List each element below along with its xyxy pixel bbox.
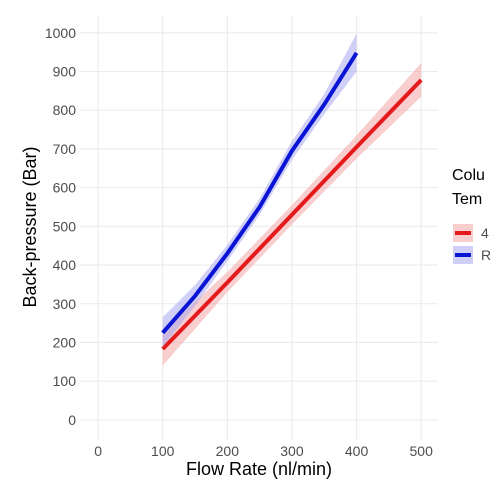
y-tick-label: 800 — [53, 102, 77, 118]
series-line — [161, 51, 359, 335]
y-tick-label: 1000 — [45, 25, 76, 41]
y-tick-label: 700 — [53, 141, 77, 157]
confidence-band — [162, 33, 357, 348]
legend-label: R — [481, 247, 491, 263]
legend-label: 4 — [481, 225, 489, 241]
x-tick-label: 0 — [94, 443, 102, 459]
series-line — [161, 78, 423, 351]
x-tick-label: 100 — [151, 443, 175, 459]
plot-panel — [80, 15, 438, 440]
y-tick-label: 400 — [53, 257, 77, 273]
y-tick-label: 300 — [53, 296, 77, 312]
y-tick-label: 200 — [53, 334, 77, 350]
y-tick-label: 0 — [68, 412, 76, 428]
x-tick-label: 200 — [216, 443, 240, 459]
x-tick-label: 400 — [345, 443, 369, 459]
y-tick-label: 100 — [53, 373, 77, 389]
y-axis-title: Back-pressure (Bar) — [20, 146, 40, 307]
y-tick-label: 500 — [53, 218, 77, 234]
legend-title: Tem — [452, 191, 482, 208]
y-tick-label: 900 — [53, 64, 77, 80]
y-tick-label: 600 — [53, 180, 77, 196]
x-axis-title: Flow Rate (nl/min) — [186, 459, 332, 479]
x-tick-label: 300 — [280, 443, 304, 459]
legend-title: Colu — [452, 167, 485, 184]
x-tick-label: 500 — [410, 443, 434, 459]
